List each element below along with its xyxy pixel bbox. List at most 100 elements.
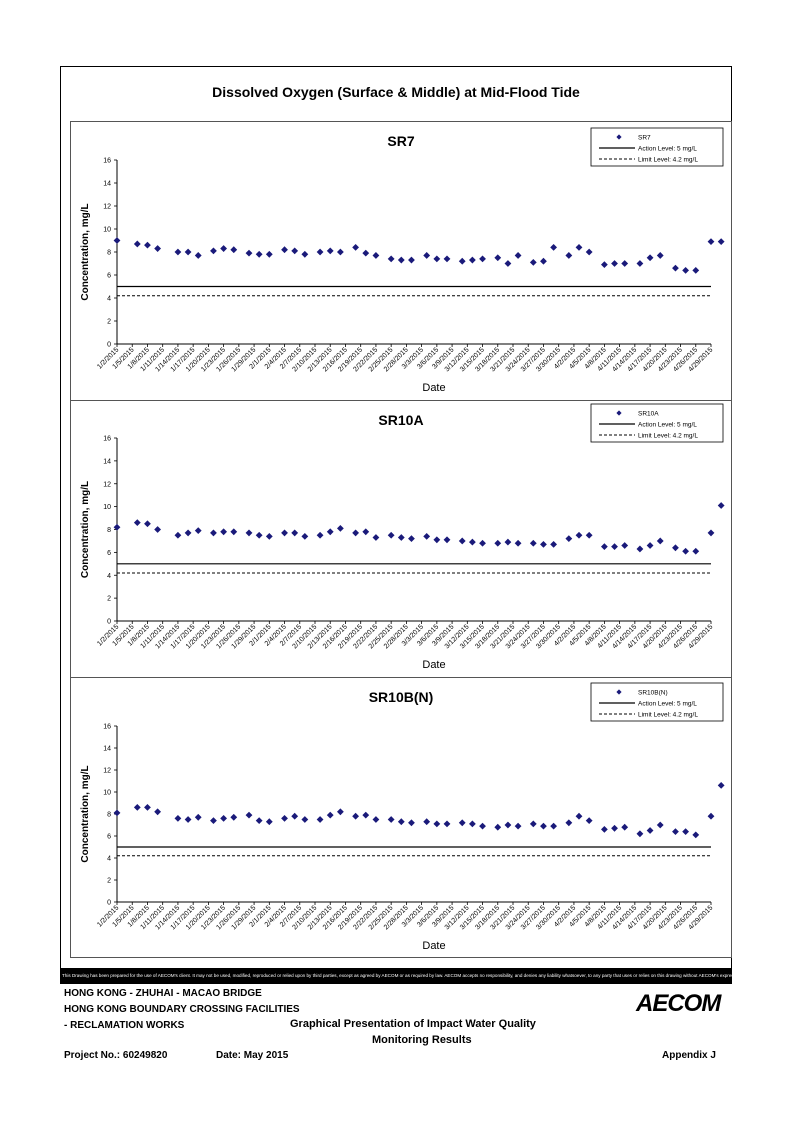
data-point — [600, 543, 608, 551]
data-point — [362, 528, 370, 536]
chart-panel-sr10a: SR10A 0 2 4 6 8 10 12 14 16 1/2/2015 1/5/2015 1/8/20… — [70, 400, 732, 678]
data-point — [154, 245, 162, 252]
data-point — [646, 542, 654, 549]
data-point — [692, 831, 700, 839]
data-point — [362, 249, 370, 257]
data-point — [265, 818, 273, 826]
data-point — [372, 816, 380, 823]
data-point — [692, 267, 700, 274]
legend-box — [590, 682, 724, 722]
data-point — [504, 260, 512, 267]
data-point — [255, 817, 263, 824]
data-point — [575, 244, 583, 251]
data-point — [656, 537, 664, 545]
data-point — [672, 264, 679, 272]
data-point — [504, 538, 512, 546]
data-point — [387, 816, 395, 823]
data-point — [514, 539, 522, 547]
data-point — [194, 252, 202, 259]
data-point — [433, 255, 441, 263]
y-tick-label: 16 — [103, 724, 111, 731]
data-point — [656, 252, 664, 259]
data-point — [154, 808, 162, 816]
y-tick-label: 16 — [103, 436, 111, 443]
drawing-title-line-2: Monitoring Results — [372, 1034, 472, 1046]
data-point — [194, 527, 202, 535]
y-tick-label: 4 — [107, 573, 111, 580]
y-axis-label: Concentration, mg/L — [80, 765, 91, 862]
data-point — [636, 260, 644, 267]
data-point — [540, 822, 547, 830]
data-point — [550, 540, 558, 548]
legend-label-limit: Limit Level: 4.2 mg/L — [638, 157, 698, 164]
data-point — [550, 822, 558, 830]
y-tick-label: 14 — [103, 746, 111, 753]
project-line-2: HONG KONG BOUNDARY CROSSING FACILITIES — [64, 1004, 300, 1015]
data-point — [133, 804, 141, 811]
legend-marker-icon — [616, 689, 622, 695]
data-point — [575, 812, 583, 820]
chart-panel-sr10bn: SR10B(N) 0 2 4 6 8 10 12 14 16 1/2/2015 1/5/2015 1/8… — [70, 677, 732, 958]
data-point — [514, 822, 522, 830]
y-tick-label: 6 — [107, 273, 111, 280]
data-point — [443, 255, 451, 263]
data-point — [565, 252, 573, 259]
data-point — [184, 248, 192, 256]
data-point — [210, 817, 217, 824]
data-point — [174, 531, 182, 539]
data-point — [408, 819, 415, 827]
data-point — [144, 241, 151, 249]
data-point — [372, 252, 380, 259]
data-point — [585, 531, 593, 539]
legend-marker-icon — [616, 410, 622, 416]
appendix-label: Appendix J — [662, 1050, 716, 1061]
data-point — [326, 528, 334, 536]
data-point — [265, 532, 273, 540]
data-point — [301, 816, 309, 823]
data-point — [113, 523, 121, 531]
data-point — [397, 534, 405, 541]
chart-sr10a: SR10A02468101214161/2/20151/5/20151/8/20… — [80, 403, 725, 671]
data-point — [636, 830, 644, 838]
data-point — [133, 519, 141, 527]
data-point — [540, 257, 547, 265]
data-point — [479, 822, 486, 830]
legend-label-series: SR7 — [638, 135, 651, 142]
y-tick-label: 8 — [107, 812, 111, 819]
y-tick-label: 2 — [107, 596, 111, 603]
data-point — [184, 529, 192, 537]
data-point — [458, 537, 466, 545]
y-tick-label: 14 — [103, 181, 111, 188]
data-point — [255, 250, 263, 258]
data-point — [540, 540, 547, 548]
data-point — [301, 532, 309, 540]
data-point — [707, 529, 715, 537]
drawing-title-line-1: Graphical Presentation of Impact Water Q… — [290, 1018, 536, 1030]
data-point — [479, 255, 486, 263]
data-point — [144, 804, 151, 811]
y-tick-label: 16 — [103, 158, 111, 165]
data-point — [245, 249, 253, 257]
data-point — [174, 248, 182, 256]
legend-label-limit: Limit Level: 4.2 mg/L — [638, 712, 698, 719]
drawing-date: Date: May 2015 — [216, 1050, 289, 1061]
disclaimer-bar: This Drawing has been prepared for the u… — [60, 968, 732, 984]
data-point — [113, 237, 121, 244]
data-point — [692, 547, 700, 555]
data-point — [672, 828, 679, 835]
data-point — [458, 819, 466, 827]
data-point — [133, 240, 141, 248]
data-point — [717, 782, 725, 789]
y-tick-label: 4 — [107, 856, 111, 863]
y-tick-label: 0 — [107, 619, 111, 626]
data-point — [443, 820, 451, 828]
data-point — [336, 808, 344, 816]
data-point — [468, 256, 476, 264]
chart-title: SR10A — [378, 412, 423, 428]
data-point — [458, 257, 466, 265]
legend-marker-icon — [616, 134, 622, 140]
data-point — [646, 827, 654, 834]
data-point — [529, 820, 537, 828]
data-point — [352, 244, 360, 251]
y-tick-label: 8 — [107, 250, 111, 257]
